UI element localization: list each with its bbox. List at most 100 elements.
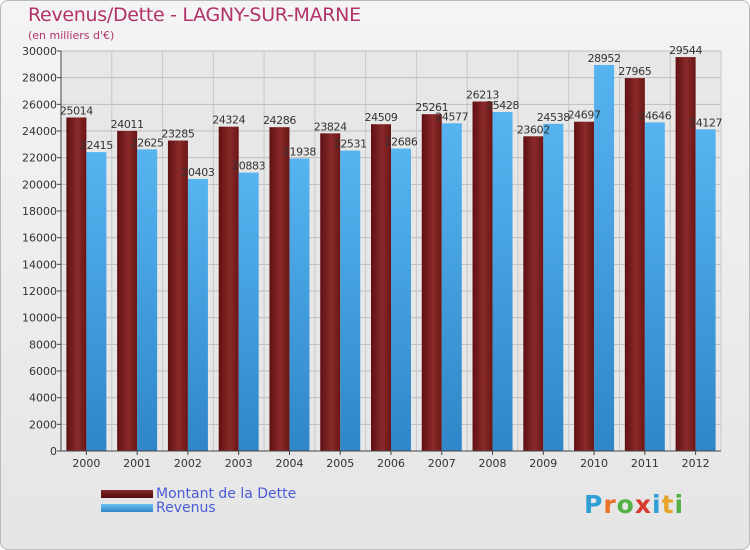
bar-revenus	[289, 158, 310, 451]
bar-dette	[675, 57, 696, 452]
y-tick-label: 26000	[22, 98, 57, 111]
bar-dette	[371, 124, 391, 452]
bar-dette	[523, 136, 544, 451]
chart-subtitle: (en milliers d'€)	[28, 29, 115, 42]
y-tick-label: 4000	[29, 392, 57, 405]
logo-letter: o	[616, 490, 635, 519]
bar-dette	[624, 78, 645, 451]
y-tick-label: 16000	[22, 232, 57, 245]
x-tick-label: 2006	[377, 457, 405, 470]
data-label: 22686	[385, 136, 418, 149]
y-tick-label: 14000	[22, 258, 57, 271]
y-tick-label: 18000	[22, 205, 57, 218]
data-label: 21938	[283, 145, 316, 158]
data-label: 24127	[689, 116, 722, 129]
data-label: 23285	[161, 128, 194, 141]
data-label: 24697	[568, 109, 601, 122]
y-tick-label: 0	[50, 445, 57, 458]
data-label: 22625	[131, 136, 164, 149]
data-label: 23602	[517, 123, 550, 136]
data-label: 23824	[314, 120, 347, 133]
logo-letter: P	[584, 490, 604, 519]
data-label: 24577	[435, 110, 468, 123]
data-label: 25014	[60, 104, 93, 117]
x-tick-label: 2005	[326, 457, 354, 470]
x-tick-label: 2000	[72, 457, 100, 470]
legend-item-debt: Montant de la Dette	[101, 486, 297, 502]
y-tick-label: 30000	[22, 45, 57, 58]
legend-swatch-debt	[101, 490, 153, 498]
y-tick-label: 24000	[22, 125, 57, 138]
legend: Montant de la Dette Revenus	[101, 486, 297, 516]
bar-revenus	[340, 150, 361, 451]
bar-dette	[167, 140, 188, 452]
y-tick-label: 20000	[22, 178, 57, 191]
bar-dette	[269, 127, 290, 451]
chart-title: Revenus/Dette - LAGNY-SUR-MARNE	[28, 4, 361, 26]
logo-letter: x	[634, 490, 652, 519]
data-label: 24509	[365, 111, 398, 124]
x-tick-label: 2010	[580, 457, 608, 470]
data-label: 24286	[263, 114, 296, 127]
bar-revenus	[441, 123, 462, 451]
logo-letter: t	[661, 490, 675, 519]
bar-revenus	[391, 148, 411, 451]
data-label: 24538	[537, 111, 570, 124]
data-label: 24324	[212, 114, 245, 127]
data-label: 26213	[466, 88, 499, 101]
bar-revenus	[238, 172, 259, 451]
y-tick-label: 22000	[22, 152, 57, 165]
legend-label-revenus: Revenus	[156, 500, 216, 516]
data-label: 25261	[415, 101, 448, 114]
data-label: 20883	[232, 160, 265, 173]
data-label: 20403	[181, 166, 214, 179]
logo-letter: i	[652, 490, 662, 519]
x-tick-label: 2003	[225, 457, 253, 470]
legend-label-debt: Montant de la Dette	[156, 486, 297, 502]
data-label: 29544	[669, 44, 702, 57]
logo-letter: r	[603, 490, 617, 519]
data-label: 22415	[80, 139, 113, 152]
x-tick-label: 2007	[428, 457, 456, 470]
bar-dette	[66, 117, 87, 451]
x-tick-label: 2008	[479, 457, 507, 470]
legend-item-revenus: Revenus	[101, 500, 296, 516]
data-label: 24011	[111, 118, 144, 131]
x-tick-label: 2004	[275, 457, 303, 470]
bar-dette	[574, 121, 595, 451]
bar-dette	[320, 133, 341, 451]
data-label: 22531	[334, 138, 367, 151]
bar-revenus	[187, 178, 208, 451]
bar-revenus	[644, 122, 665, 452]
y-tick-label: 12000	[22, 285, 57, 298]
y-tick-label: 2000	[29, 418, 57, 431]
logo-letter: i	[674, 490, 685, 519]
y-tick-label: 28000	[22, 72, 57, 85]
x-tick-label: 2002	[174, 457, 202, 470]
data-label: 24646	[638, 109, 671, 122]
x-tick-label: 2012	[682, 457, 710, 470]
data-label: 27965	[618, 65, 651, 78]
bar-revenus	[137, 149, 158, 452]
bar-dette	[472, 101, 493, 451]
bar-revenus	[594, 64, 615, 451]
bar-revenus	[543, 123, 564, 452]
bar-dette	[117, 130, 138, 451]
x-tick-label: 2009	[529, 457, 557, 470]
data-label: 25428	[486, 99, 519, 112]
proxiti-logo: Proxiti	[584, 490, 684, 519]
legend-swatch-revenus	[101, 504, 153, 512]
y-tick-label: 10000	[22, 312, 57, 325]
y-tick-label: 8000	[29, 338, 57, 351]
y-tick-label: 6000	[29, 365, 57, 378]
data-label: 28952	[588, 52, 621, 65]
x-tick-label: 2011	[631, 457, 659, 470]
bar-dette	[421, 114, 442, 451]
x-tick-label: 2001	[123, 457, 151, 470]
bar-dette	[218, 126, 239, 452]
bar-revenus	[695, 129, 716, 451]
bar-revenus	[86, 152, 107, 451]
bar-revenus	[492, 111, 513, 452]
